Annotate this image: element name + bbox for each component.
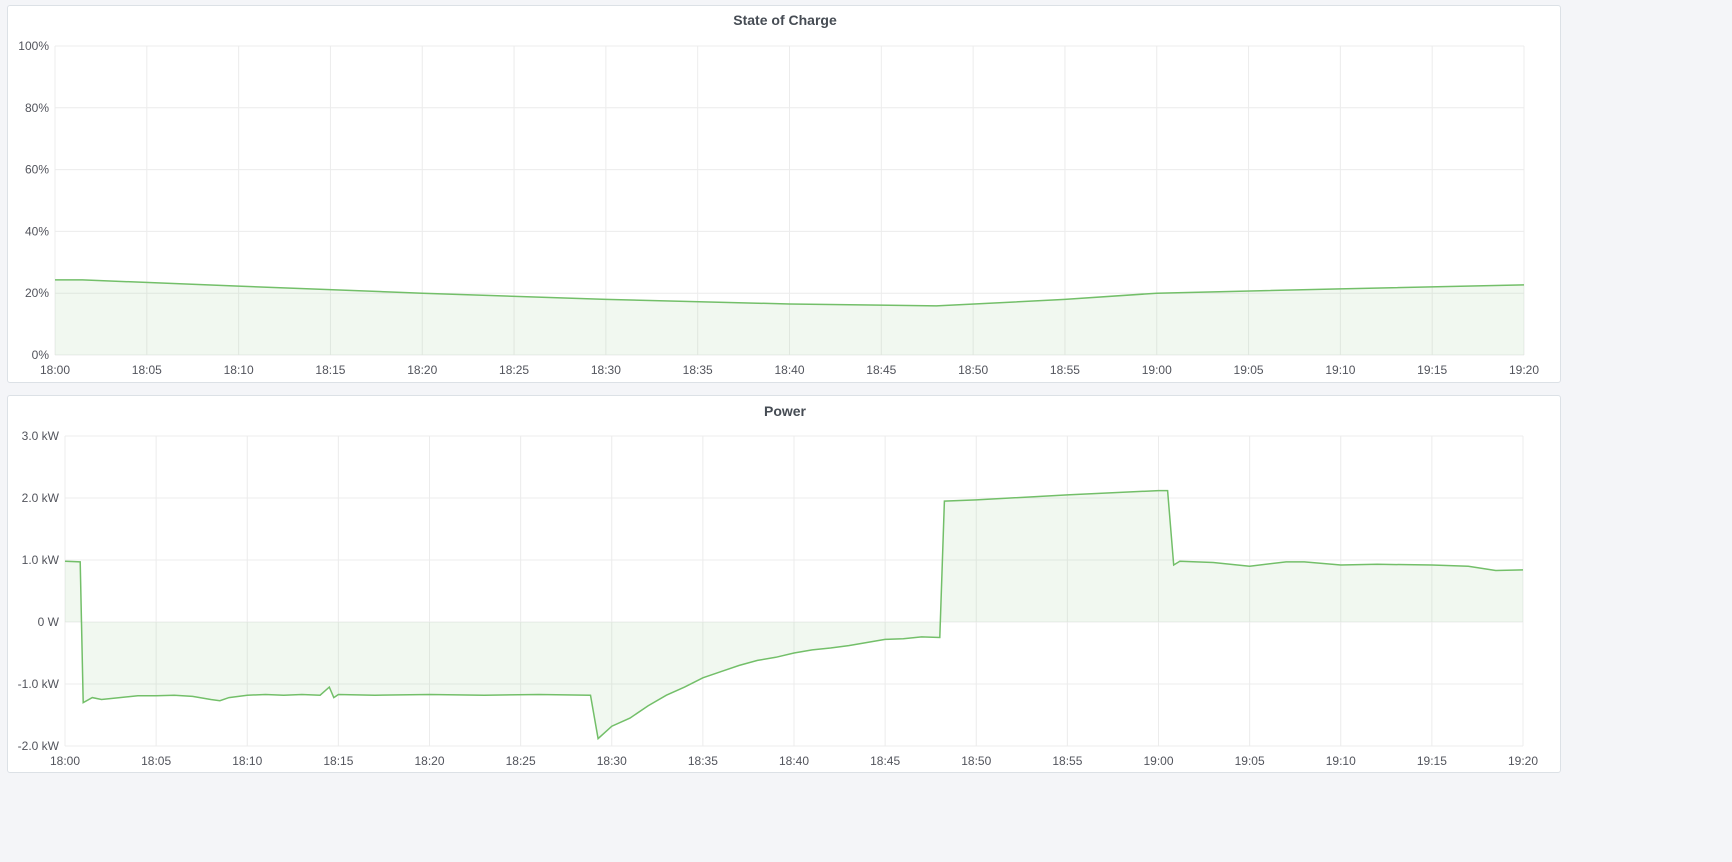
y-tick-label: -1.0 kW: [18, 677, 60, 691]
x-tick-label: 18:40: [774, 363, 804, 377]
x-tick-label: 18:10: [224, 363, 254, 377]
soc-chart[interactable]: State of Charge 0% 20% 40% 60% 80% 100% 18:00 18…: [8, 6, 1562, 384]
y-tick-label: 40%: [25, 224, 49, 238]
x-tick-label: 18:55: [1052, 754, 1082, 768]
y-tick-label: 0%: [32, 348, 50, 362]
x-tick-label: 18:45: [870, 754, 900, 768]
x-tick-label: 18:50: [958, 363, 988, 377]
y-tick-label: 80%: [25, 101, 49, 115]
x-tick-label: 18:25: [499, 363, 529, 377]
y-tick-label: 20%: [25, 286, 49, 300]
x-tick-label: 18:20: [407, 363, 437, 377]
x-tick-label: 19:05: [1234, 363, 1264, 377]
x-tick-label: 18:10: [232, 754, 262, 768]
power-chart[interactable]: Power -2.0 kW -1.0 kW 0 W 1.0 kW 2.0 kW 3.0 kW…: [8, 396, 1562, 774]
x-tick-label: 18:25: [506, 754, 536, 768]
x-tick-label: 19:10: [1326, 754, 1356, 768]
panel-power: Power -2.0 kW -1.0 kW 0 W 1.0 kW 2.0 kW 3.0 kW…: [7, 395, 1561, 773]
x-tick-label: 19:20: [1508, 754, 1538, 768]
y-tick-label: -2.0 kW: [18, 739, 60, 753]
chart-title: State of Charge: [733, 12, 837, 28]
x-tick-label: 18:35: [683, 363, 713, 377]
series-area: [65, 490, 1523, 739]
x-tick-label: 19:00: [1143, 754, 1173, 768]
y-tick-label: 2.0 kW: [22, 491, 60, 505]
y-tick-label: 60%: [25, 163, 49, 177]
x-tick-label: 18:20: [414, 754, 444, 768]
x-tick-label: 19:15: [1417, 363, 1447, 377]
x-tick-label: 18:05: [141, 754, 171, 768]
panel-state-of-charge: State of Charge 0% 20% 40% 60% 80% 100% 18:00 18…: [7, 5, 1561, 383]
x-tick-label: 19:15: [1417, 754, 1447, 768]
y-tick-label: 100%: [18, 39, 49, 53]
x-tick-label: 18:35: [688, 754, 718, 768]
chart-title: Power: [764, 403, 807, 419]
x-tick-label: 18:45: [866, 363, 896, 377]
x-tick-label: 18:30: [591, 363, 621, 377]
series-line: [64, 489, 1524, 741]
x-tick-label: 18:15: [315, 363, 345, 377]
x-tick-label: 18:00: [50, 754, 80, 768]
x-tick-label: 18:50: [961, 754, 991, 768]
x-tick-label: 19:05: [1235, 754, 1265, 768]
x-tick-label: 18:00: [40, 363, 70, 377]
x-tick-label: 19:10: [1325, 363, 1355, 377]
x-tick-label: 18:55: [1050, 363, 1080, 377]
x-tick-label: 19:20: [1509, 363, 1539, 377]
x-tick-label: 18:05: [132, 363, 162, 377]
y-tick-label: 1.0 kW: [22, 553, 60, 567]
series-line: [55, 279, 1525, 307]
y-tick-label: 3.0 kW: [22, 429, 60, 443]
series-area: [55, 279, 1524, 355]
x-tick-label: 18:30: [597, 754, 627, 768]
x-tick-label: 19:00: [1142, 363, 1172, 377]
x-tick-label: 18:40: [779, 754, 809, 768]
x-tick-label: 18:15: [323, 754, 353, 768]
y-tick-label: 0 W: [38, 615, 60, 629]
